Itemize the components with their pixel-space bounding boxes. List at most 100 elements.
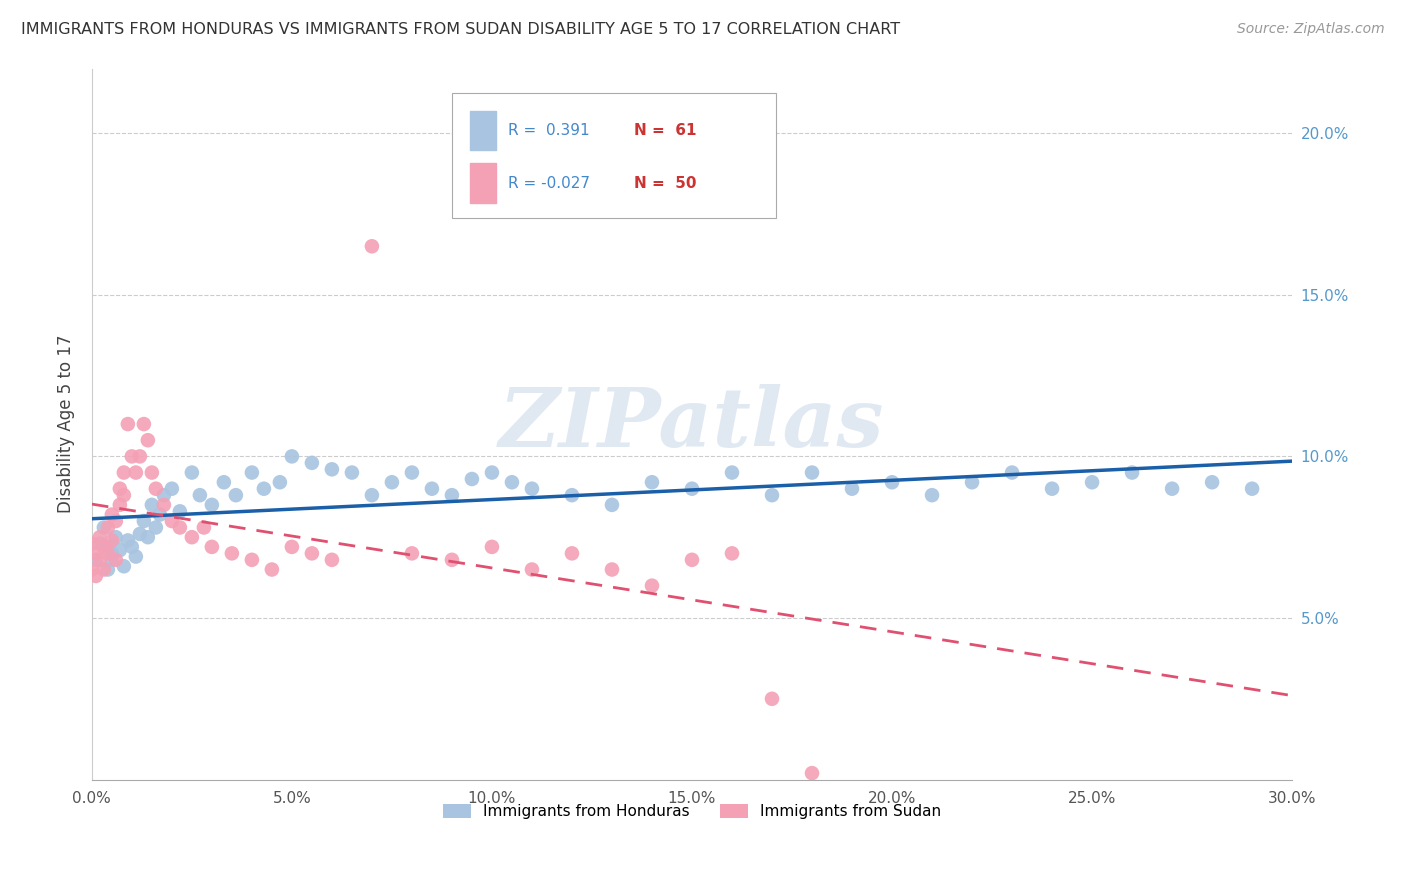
Point bbox=[401, 546, 423, 560]
Point bbox=[301, 546, 323, 560]
Text: IMMIGRANTS FROM HONDURAS VS IMMIGRANTS FROM SUDAN DISABILITY AGE 5 TO 17 CORRELA: IMMIGRANTS FROM HONDURAS VS IMMIGRANTS F… bbox=[21, 22, 900, 37]
Point bbox=[112, 559, 135, 574]
Point bbox=[136, 530, 159, 544]
Bar bbox=[470, 163, 496, 202]
Point bbox=[93, 520, 115, 534]
Point bbox=[761, 691, 783, 706]
Point bbox=[101, 533, 124, 548]
Point bbox=[561, 546, 583, 560]
Point bbox=[121, 540, 143, 554]
Point bbox=[1081, 475, 1104, 490]
Point bbox=[1161, 482, 1184, 496]
Point bbox=[188, 488, 211, 502]
Point bbox=[101, 546, 124, 560]
Point bbox=[97, 562, 120, 576]
Point bbox=[361, 488, 384, 502]
Point bbox=[169, 504, 191, 518]
Point bbox=[117, 533, 139, 548]
Point bbox=[681, 482, 703, 496]
Y-axis label: Disability Age 5 to 17: Disability Age 5 to 17 bbox=[58, 334, 75, 513]
Point bbox=[260, 562, 283, 576]
Point bbox=[80, 536, 103, 550]
Point bbox=[112, 466, 135, 480]
Point bbox=[121, 450, 143, 464]
Point bbox=[240, 466, 263, 480]
Point bbox=[104, 514, 127, 528]
Point bbox=[721, 546, 744, 560]
Point bbox=[193, 520, 215, 534]
Point bbox=[253, 482, 276, 496]
Text: R =  0.391: R = 0.391 bbox=[509, 123, 591, 138]
Point bbox=[160, 482, 183, 496]
Point bbox=[221, 546, 243, 560]
Point bbox=[128, 450, 150, 464]
Point bbox=[841, 482, 863, 496]
Point bbox=[212, 475, 235, 490]
Point bbox=[501, 475, 523, 490]
Point bbox=[108, 543, 131, 558]
Point bbox=[108, 498, 131, 512]
Point bbox=[240, 553, 263, 567]
Text: N =  61: N = 61 bbox=[634, 123, 697, 138]
Point bbox=[180, 530, 202, 544]
Point bbox=[520, 562, 543, 576]
Point bbox=[801, 466, 824, 480]
Point bbox=[761, 488, 783, 502]
Point bbox=[321, 462, 343, 476]
Bar bbox=[470, 112, 496, 150]
Point bbox=[160, 514, 183, 528]
Point bbox=[520, 482, 543, 496]
Point bbox=[132, 514, 155, 528]
Point bbox=[641, 579, 664, 593]
Point bbox=[801, 766, 824, 780]
Point bbox=[461, 472, 484, 486]
Point bbox=[108, 482, 131, 496]
Point bbox=[93, 540, 115, 554]
Point bbox=[125, 549, 148, 564]
Point bbox=[281, 450, 304, 464]
Text: N =  50: N = 50 bbox=[634, 176, 697, 191]
Point bbox=[141, 498, 163, 512]
Point bbox=[112, 488, 135, 502]
Point bbox=[180, 466, 202, 480]
Point bbox=[440, 553, 463, 567]
Point bbox=[145, 520, 167, 534]
Point bbox=[960, 475, 983, 490]
Point bbox=[880, 475, 903, 490]
Point bbox=[321, 553, 343, 567]
Point bbox=[225, 488, 247, 502]
Point bbox=[97, 540, 120, 554]
Point bbox=[361, 239, 384, 253]
Point bbox=[80, 562, 103, 576]
Point bbox=[145, 482, 167, 496]
Point bbox=[269, 475, 291, 490]
Point bbox=[84, 569, 107, 583]
Point bbox=[281, 540, 304, 554]
Point bbox=[481, 540, 503, 554]
Point bbox=[201, 540, 224, 554]
Point bbox=[84, 553, 107, 567]
Text: ZIPatlas: ZIPatlas bbox=[499, 384, 884, 464]
Point bbox=[136, 434, 159, 448]
Point bbox=[132, 417, 155, 431]
Point bbox=[201, 498, 224, 512]
Point bbox=[600, 498, 623, 512]
Point bbox=[89, 553, 111, 567]
Point bbox=[401, 466, 423, 480]
Point bbox=[128, 527, 150, 541]
Point bbox=[301, 456, 323, 470]
Point bbox=[169, 520, 191, 534]
FancyBboxPatch shape bbox=[451, 94, 776, 218]
Point bbox=[921, 488, 943, 502]
Point bbox=[340, 466, 363, 480]
Point bbox=[89, 530, 111, 544]
Point bbox=[420, 482, 443, 496]
Text: R = -0.027: R = -0.027 bbox=[509, 176, 591, 191]
Point bbox=[153, 488, 176, 502]
Point bbox=[141, 466, 163, 480]
Point bbox=[101, 508, 124, 522]
Point bbox=[440, 488, 463, 502]
Point bbox=[89, 536, 111, 550]
Point bbox=[93, 562, 115, 576]
Point bbox=[1040, 482, 1063, 496]
